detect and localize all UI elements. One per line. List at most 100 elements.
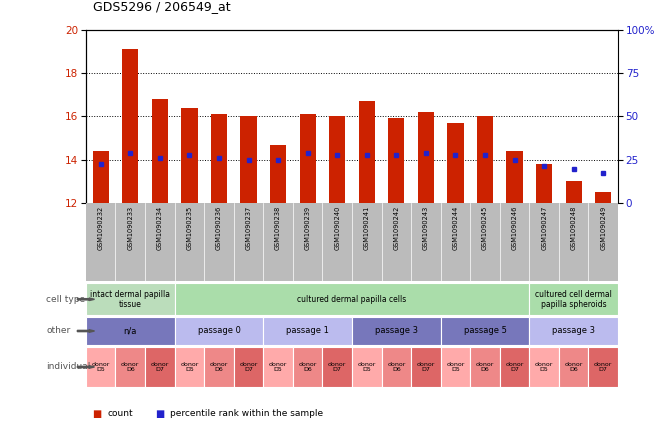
Bar: [86, 203, 116, 281]
Bar: [299, 114, 316, 203]
Bar: [536, 164, 552, 203]
Text: GSM1090244: GSM1090244: [452, 206, 459, 250]
Text: GSM1090247: GSM1090247: [541, 206, 547, 250]
Bar: [263, 317, 352, 345]
Bar: [418, 112, 434, 203]
Bar: [175, 347, 204, 387]
Text: donor
D6: donor D6: [210, 362, 228, 372]
Text: individual: individual: [46, 363, 91, 371]
Bar: [93, 151, 109, 203]
Bar: [352, 317, 441, 345]
Bar: [352, 347, 381, 387]
Bar: [352, 203, 381, 281]
Bar: [500, 203, 529, 281]
Text: GSM1090237: GSM1090237: [245, 206, 252, 250]
Text: GSM1090240: GSM1090240: [334, 206, 340, 250]
Bar: [241, 116, 256, 203]
Bar: [211, 114, 227, 203]
Bar: [116, 347, 145, 387]
Bar: [270, 145, 286, 203]
Text: cultured cell dermal
papilla spheroids: cultured cell dermal papilla spheroids: [535, 290, 612, 309]
Bar: [411, 203, 441, 281]
Text: GSM1090249: GSM1090249: [600, 206, 606, 250]
Bar: [588, 347, 618, 387]
Text: passage 3: passage 3: [375, 327, 418, 335]
Text: passage 1: passage 1: [286, 327, 329, 335]
Text: donor
D6: donor D6: [564, 362, 583, 372]
Bar: [470, 347, 500, 387]
Text: donor
D7: donor D7: [594, 362, 613, 372]
Bar: [381, 203, 411, 281]
Bar: [329, 116, 345, 203]
Text: GSM1090232: GSM1090232: [98, 206, 104, 250]
Text: GSM1090246: GSM1090246: [512, 206, 518, 250]
Bar: [388, 118, 405, 203]
Bar: [323, 203, 352, 281]
Bar: [411, 347, 441, 387]
Bar: [529, 317, 618, 345]
Text: count: count: [107, 409, 133, 418]
Bar: [204, 347, 234, 387]
Text: donor
D5: donor D5: [446, 362, 465, 372]
Text: GSM1090233: GSM1090233: [128, 206, 134, 250]
Bar: [293, 347, 323, 387]
Text: ■: ■: [93, 409, 102, 419]
Bar: [447, 123, 463, 203]
Text: GSM1090239: GSM1090239: [305, 206, 311, 250]
Text: passage 0: passage 0: [198, 327, 241, 335]
Text: donor
D7: donor D7: [239, 362, 258, 372]
Text: donor
D7: donor D7: [506, 362, 524, 372]
Text: cell type: cell type: [46, 295, 85, 304]
Text: donor
D6: donor D6: [476, 362, 494, 372]
Text: donor
D7: donor D7: [151, 362, 169, 372]
Bar: [529, 347, 559, 387]
Text: other: other: [46, 327, 71, 335]
Text: cultured dermal papilla cells: cultured dermal papilla cells: [297, 295, 407, 304]
Bar: [588, 203, 618, 281]
Text: donor
D5: donor D5: [180, 362, 198, 372]
Text: donor
D6: donor D6: [121, 362, 139, 372]
Bar: [204, 203, 234, 281]
Text: passage 3: passage 3: [552, 327, 595, 335]
Text: GSM1090236: GSM1090236: [216, 206, 222, 250]
Bar: [263, 347, 293, 387]
Bar: [86, 283, 175, 315]
Text: n/a: n/a: [124, 327, 137, 335]
Text: donor
D7: donor D7: [328, 362, 346, 372]
Bar: [175, 317, 263, 345]
Text: donor
D5: donor D5: [91, 362, 110, 372]
Text: donor
D6: donor D6: [387, 362, 405, 372]
Bar: [529, 283, 618, 315]
Text: GSM1090238: GSM1090238: [275, 206, 281, 250]
Text: donor
D5: donor D5: [358, 362, 376, 372]
Bar: [86, 317, 175, 345]
Text: donor
D5: donor D5: [535, 362, 553, 372]
Text: GSM1090235: GSM1090235: [186, 206, 192, 250]
Bar: [293, 203, 323, 281]
Bar: [181, 108, 198, 203]
Bar: [145, 203, 175, 281]
Bar: [559, 347, 588, 387]
Bar: [595, 192, 611, 203]
Bar: [122, 49, 138, 203]
Text: passage 5: passage 5: [463, 327, 506, 335]
Text: intact dermal papilla
tissue: intact dermal papilla tissue: [91, 290, 171, 309]
Bar: [559, 203, 588, 281]
Bar: [116, 203, 145, 281]
Bar: [441, 317, 529, 345]
Bar: [175, 283, 529, 315]
Bar: [263, 203, 293, 281]
Bar: [529, 203, 559, 281]
Text: percentile rank within the sample: percentile rank within the sample: [170, 409, 323, 418]
Text: donor
D6: donor D6: [299, 362, 317, 372]
Bar: [566, 181, 582, 203]
Text: GSM1090245: GSM1090245: [482, 206, 488, 250]
Bar: [145, 347, 175, 387]
Text: ■: ■: [155, 409, 165, 419]
Text: GSM1090243: GSM1090243: [423, 206, 429, 250]
Bar: [359, 101, 375, 203]
Bar: [381, 347, 411, 387]
Bar: [152, 99, 168, 203]
Bar: [477, 116, 493, 203]
Text: GDS5296 / 206549_at: GDS5296 / 206549_at: [93, 0, 230, 13]
